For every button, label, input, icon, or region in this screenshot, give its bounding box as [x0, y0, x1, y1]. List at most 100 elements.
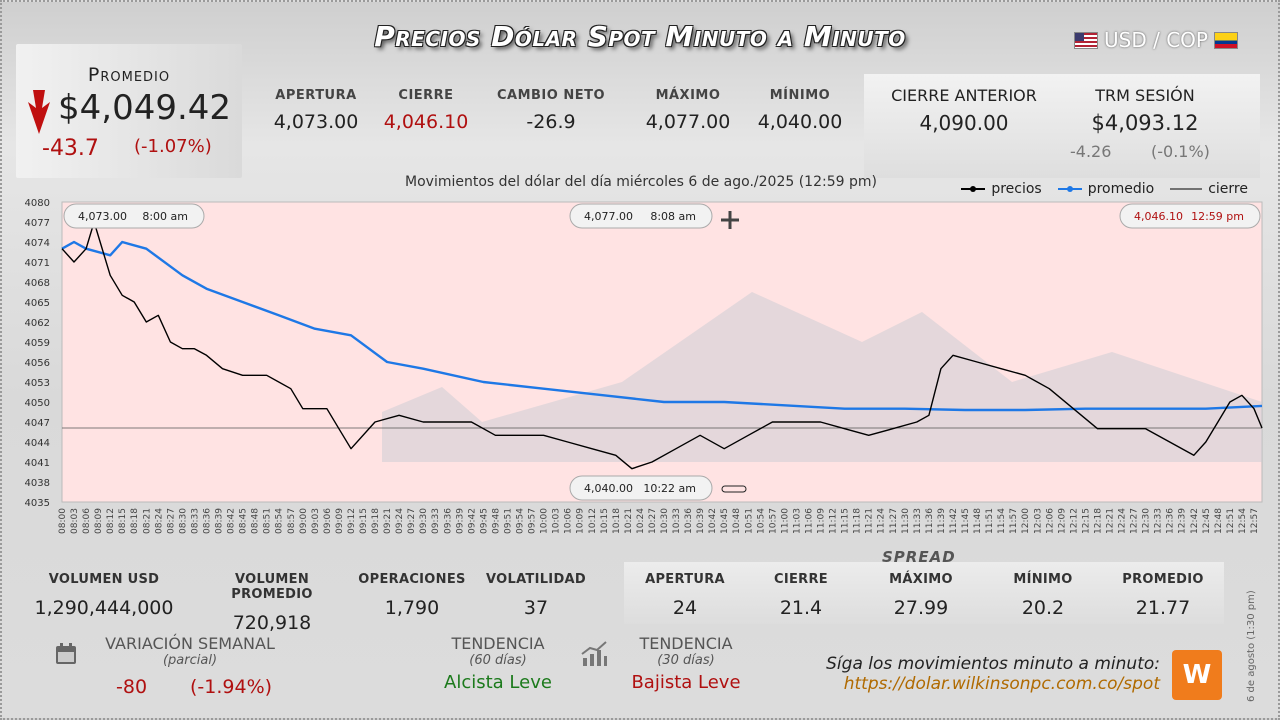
volume-average: VOLUMEN PROMEDIO 720,918	[194, 572, 350, 634]
volume-usd-value: 1,290,444,000	[34, 597, 174, 619]
page-title: Precios Dólar Spot Minuto a Minuto	[374, 20, 906, 53]
stat-label: MÍNIMO	[769, 88, 831, 103]
x-tick-label: 12:18	[1093, 508, 1103, 534]
x-tick-label: 09:45	[479, 508, 489, 534]
y-tick-label: 4050	[25, 398, 50, 409]
x-tick-label: 09:33	[431, 508, 441, 534]
x-tick-label: 09:06	[323, 508, 333, 534]
x-tick-label: 10:18	[612, 508, 622, 534]
volatility-value: 37	[523, 597, 549, 619]
trm-session: TRM SESIÓN $4,093.12	[1060, 86, 1230, 135]
y-tick-label: 4044	[25, 438, 50, 449]
callout-close-value: 4,046.10	[1134, 210, 1183, 223]
x-tick-label: 11:33	[913, 508, 923, 534]
x-tick-label: 08:03	[70, 508, 80, 534]
operations-value: 1,790	[384, 597, 440, 619]
average-change-pct: (-1.07%)	[134, 136, 212, 157]
x-tick-label: 11:15	[841, 508, 851, 534]
legend-cierre-label: cierre	[1208, 181, 1248, 197]
x-tick-label: 12:36	[1166, 508, 1176, 534]
x-tick-label: 08:33	[190, 508, 200, 534]
series-line-precios	[61, 221, 1263, 470]
x-tick-label: 11:21	[865, 508, 875, 534]
stat-value: 4,046.10	[383, 111, 469, 133]
spread-minimo-label: MÍNIMO	[1013, 572, 1073, 587]
y-tick-label: 4035	[25, 498, 50, 509]
previous-close-value: 4,090.00	[919, 111, 1009, 135]
x-tick-label: 12:03	[1033, 508, 1043, 534]
x-tick-label: 09:15	[359, 508, 369, 534]
x-tick-label: 12:39	[1178, 508, 1188, 534]
stat-cierre: CIERRE 4,046.10	[374, 88, 478, 133]
x-tick-label: 12:42	[1190, 508, 1200, 534]
spread-panel	[624, 562, 1224, 624]
x-tick-label: 10:09	[576, 508, 586, 534]
volume-average-value: 720,918	[232, 612, 312, 634]
x-tick-label: 09:12	[347, 508, 357, 534]
x-tick-label: 11:00	[780, 508, 790, 534]
x-tick-label: 08:30	[178, 508, 188, 534]
pair-label: USD / COP	[1104, 28, 1208, 52]
x-tick-label: 12:09	[1057, 508, 1067, 534]
x-tick-label: 10:39	[696, 508, 706, 534]
average-label: Promedio	[87, 64, 171, 86]
x-tick-label: 09:36	[443, 508, 453, 534]
y-tick-label: 4038	[25, 478, 50, 489]
x-tick-label: 08:24	[154, 508, 164, 534]
y-tick-label: 4065	[25, 298, 50, 309]
y-tick-label: 4059	[25, 338, 50, 349]
stat-value: 4,077.00	[645, 111, 731, 133]
x-tick-label: 12:27	[1130, 508, 1140, 534]
x-tick-label: 08:42	[227, 508, 237, 534]
cta-text: Síga los movimientos minuto a minuto:	[826, 654, 1160, 674]
trm-change: -4.26	[1070, 142, 1112, 161]
x-tick-label: 11:30	[901, 508, 911, 534]
spread-title: SPREAD	[882, 548, 956, 566]
x-tick-label: 08:12	[106, 508, 116, 534]
spread-maximo: MÁXIMO 27.99	[864, 572, 978, 619]
price-chart: 4035 4038 4041 4044 4047 4050 4053 4056 4059 4062…	[25, 198, 1263, 534]
y-tick-label: 4047	[25, 418, 50, 429]
average-value: $4,049.42	[58, 88, 232, 128]
x-tick-label: 11:27	[889, 508, 899, 534]
trm-change-pct: (-0.1%)	[1151, 142, 1210, 161]
weekly-variation-sub: (parcial)	[162, 653, 218, 668]
stat-value: 4,040.00	[757, 111, 843, 133]
x-tick-label: 08:51	[263, 508, 273, 534]
y-tick-label: 4077	[25, 218, 50, 229]
us-flag-icon	[1074, 31, 1099, 49]
callout-max-value: 4,077.00	[584, 210, 633, 223]
x-tick-label: 08:48	[251, 508, 261, 534]
x-tick-label: 08:15	[118, 508, 128, 534]
x-tick-label: 10:12	[588, 508, 598, 534]
spread-minimo-value: 20.2	[1021, 597, 1065, 619]
x-tick-label: 09:39	[455, 508, 465, 534]
volume-usd-label: VOLUMEN USD	[48, 572, 160, 587]
down-arrow-icon	[28, 90, 50, 134]
chart-legend: precios promedio cierre	[961, 181, 1248, 197]
spread-maximo-value: 27.99	[893, 597, 949, 619]
x-tick-label: 12:00	[1021, 508, 1031, 534]
x-tick-label: 12:48	[1214, 508, 1224, 534]
series-line-promedio	[61, 240, 1263, 412]
stat-label: APERTURA	[275, 88, 357, 103]
callout-min-box	[569, 475, 713, 501]
operations-label: OPERACIONES	[358, 572, 466, 587]
x-tick-label: 09:24	[395, 508, 405, 534]
x-tick-label: 09:57	[528, 508, 538, 534]
spread-apertura-label: APERTURA	[645, 572, 725, 587]
x-tick-label: 10:27	[648, 508, 658, 534]
y-tick-label: 4071	[25, 258, 50, 269]
average-panel: Promedio $4,049.42 -43.7 (-1.07%)	[16, 44, 242, 178]
x-tick-label: 12:51	[1226, 508, 1236, 534]
cta-link[interactable]: https://dolar.wilkinsonpc.com.co/spot	[843, 674, 1160, 694]
x-tick-label: 11:18	[853, 508, 863, 534]
trend-30-sub: (30 días)	[657, 653, 715, 668]
x-tick-label: 11:36	[925, 508, 935, 534]
x-tick-label: 08:00	[58, 508, 68, 534]
spread-minimo: MÍNIMO 20.2	[986, 572, 1100, 619]
x-tick-label: 11:06	[804, 508, 814, 534]
x-tick-label: 10:15	[600, 508, 610, 534]
brand-logo[interactable]: W	[1172, 650, 1222, 700]
